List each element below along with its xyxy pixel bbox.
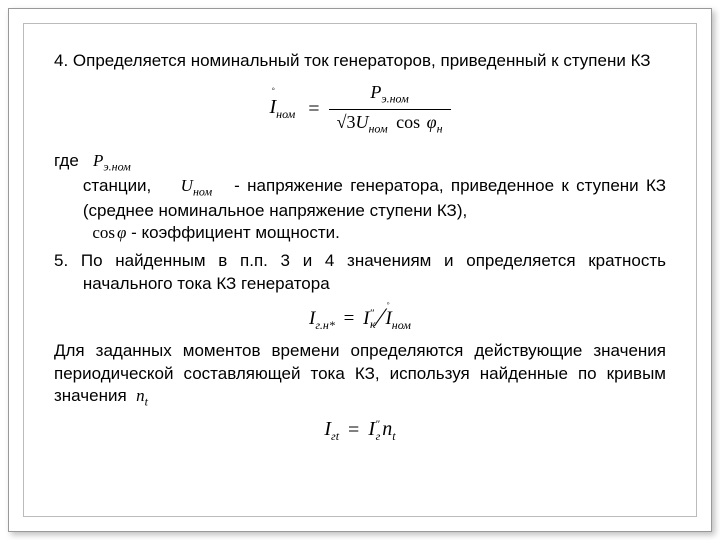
formula1-cos: cos (396, 112, 420, 132)
formula1-P-sub: э.ном (381, 92, 408, 106)
formula-1: ◦ Iном = Pэ.ном √3Uном cos φн (54, 82, 666, 136)
formula1-U: U (355, 112, 368, 132)
where-2: - коэффициент мощности. (126, 223, 339, 242)
sym-P: Pэ.ном (93, 151, 131, 170)
f3-r-n: n (382, 418, 392, 440)
item-6-text: Для заданных моментов времени определяют… (54, 340, 666, 409)
outer-frame: 4. Определяется номинальный ток генерато… (8, 8, 712, 532)
item-4-where-body: станции, Uном - напряжение генератора, п… (54, 175, 666, 244)
where-label: где (54, 151, 79, 170)
f2-eq: = (344, 308, 355, 330)
formula1-U-sub: ном (368, 121, 387, 135)
f2-slash: ⁄ (378, 303, 382, 333)
f3-r-I: I (368, 418, 375, 440)
item-4-heading: 4. Определяется номинальный ток генерато… (54, 50, 666, 72)
f3-r-sub: г (376, 429, 381, 443)
where-1b: - напряжение генератора, приведенное к с… (83, 176, 666, 220)
formula1-phi: φ (427, 112, 437, 132)
inner-frame: 4. Определяется номинальный ток генерато… (23, 23, 697, 517)
f2-r1-sub: к (370, 317, 376, 331)
f2-r2-over: ◦ (386, 298, 389, 308)
item-5-heading: 5. По найденным в п.п. 3 и 4 значениям и… (54, 250, 666, 294)
f2-lhs-sub: г.н* (315, 317, 334, 331)
formula1-I-sub: ном (276, 107, 295, 121)
formula1-overset: ◦ (271, 84, 275, 95)
where-1a: станции, (83, 176, 151, 195)
f2-r2-sub: ном (392, 317, 411, 331)
formula1-sqrt3: √3 (337, 112, 356, 132)
formula-3: Iгt = I″гnt (54, 418, 666, 444)
formula1-P: P (370, 82, 381, 102)
formula-2: Iг.н* = I″к ⁄ ◦ Iном (54, 301, 666, 333)
f3-r-n-sub: t (392, 429, 395, 443)
sym-nt: nt (136, 386, 148, 405)
item-4-where: где Pэ.ном (54, 150, 666, 175)
f3-eq: = (348, 419, 359, 442)
formula1-phi-sub: н (437, 121, 443, 135)
f3-lhs-sub: гt (331, 429, 339, 443)
sym-U: Uном (181, 176, 212, 195)
sym-cosphi: cosφ (92, 223, 126, 242)
